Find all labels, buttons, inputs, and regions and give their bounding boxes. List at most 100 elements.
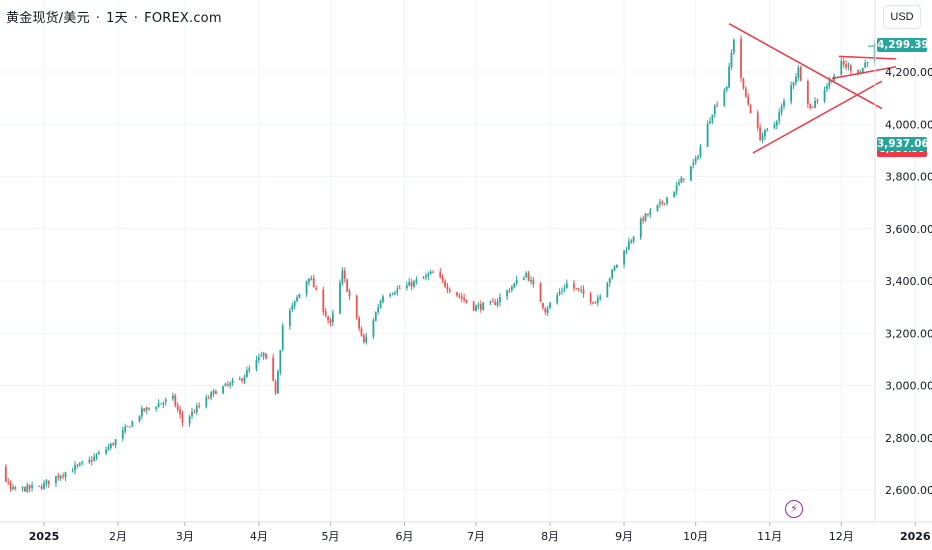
price-axis[interactable]: 2,600.00 2,800.00 3,000.00 3,200.00 3,400.00…	[885, 66, 932, 497]
candle-body	[542, 302, 544, 308]
candle-body	[212, 390, 215, 394]
candle-body	[730, 53, 733, 68]
candle-body	[339, 282, 341, 314]
candle-body	[780, 106, 783, 113]
candle-body	[121, 430, 124, 439]
candle-body	[162, 402, 165, 405]
trendline[interactable]	[838, 55, 897, 60]
time-tick-label: 4月	[250, 530, 268, 543]
candle-body	[649, 210, 652, 215]
candle-body	[845, 64, 847, 68]
candle-body	[697, 156, 699, 159]
candle-body	[360, 328, 363, 336]
candle-body	[458, 295, 461, 297]
time-tick-label: 3月	[176, 530, 194, 543]
price-tick-label: 4,200.00	[885, 66, 932, 79]
title-separator: ·	[95, 11, 101, 26]
candle-body	[45, 480, 48, 484]
candle-body	[21, 486, 24, 489]
candle-body	[463, 297, 466, 301]
candle-body	[207, 397, 210, 399]
candle-body	[795, 76, 797, 83]
candle-body	[749, 105, 752, 114]
candle-body	[522, 277, 525, 280]
candle-body	[372, 320, 375, 337]
candle-body	[723, 90, 726, 107]
candle-body	[191, 411, 193, 416]
candle-body	[160, 403, 162, 405]
symbol-name[interactable]: 黄金现货/美元	[6, 11, 90, 26]
candle-body	[382, 296, 384, 302]
source-label: FOREX.com	[144, 11, 222, 26]
candle-body	[272, 357, 275, 381]
candle-body	[692, 162, 695, 166]
candle-body	[580, 289, 582, 291]
candle-body	[546, 308, 549, 313]
candle-body	[377, 307, 380, 312]
trendline[interactable]	[752, 80, 883, 154]
candle-body	[181, 414, 184, 423]
currency-button[interactable]: USD	[883, 5, 921, 29]
candle-body	[840, 61, 843, 75]
candle-body	[489, 301, 492, 303]
candle-body	[348, 291, 351, 297]
time-tick-label: 5月	[321, 530, 339, 543]
candle-body	[315, 288, 318, 290]
candle-body	[472, 301, 475, 311]
candle-body	[613, 266, 616, 271]
candle-body	[429, 272, 432, 274]
price-tick-label: 2,600.00	[885, 484, 932, 497]
candle-body	[257, 357, 260, 361]
trendline[interactable]	[728, 23, 883, 110]
candle-body	[690, 166, 692, 181]
candle-body	[565, 283, 568, 288]
lightning-icon[interactable]: ⚡	[785, 500, 803, 518]
candle-body	[539, 283, 542, 303]
candle-body	[355, 295, 358, 318]
candle-body	[806, 81, 809, 104]
candle-body	[766, 128, 769, 130]
trendline[interactable]	[831, 66, 897, 80]
candle-body	[238, 378, 241, 380]
candle-body	[195, 405, 198, 413]
candle-body	[214, 391, 217, 395]
candle-body	[198, 405, 201, 407]
candle-body	[243, 376, 246, 382]
candle-body	[224, 383, 227, 386]
candle-body	[248, 368, 251, 371]
candle-body	[857, 70, 859, 74]
price-tick-label: 4,000.00	[885, 118, 932, 131]
candle-body	[265, 353, 267, 359]
candle-body	[427, 274, 430, 277]
chart-grid	[0, 0, 916, 522]
candle-body	[164, 399, 167, 403]
candle-body	[823, 89, 826, 102]
candle-body	[544, 308, 547, 313]
candle-body	[513, 283, 516, 288]
candle-body	[38, 485, 41, 487]
candle-body	[205, 397, 208, 407]
candle-body	[57, 475, 60, 478]
candle-body	[174, 395, 177, 406]
candle-body	[575, 288, 578, 290]
candle-body	[76, 464, 79, 466]
candle-body	[95, 455, 98, 458]
candle-body	[675, 185, 678, 192]
interval-label[interactable]: 1天	[106, 11, 128, 26]
candle-body	[129, 426, 131, 428]
candle-body	[179, 409, 181, 415]
candle-body	[422, 277, 425, 279]
candle-body	[849, 65, 852, 71]
candle-body	[658, 202, 661, 205]
time-axis[interactable]: 2025 2月 3月 4月 5月 6月 7月 8月 9月 10月 11月 12月 2026	[29, 522, 931, 543]
candle-body	[291, 305, 294, 310]
candle-body	[324, 311, 327, 317]
candle-body	[327, 316, 329, 321]
candle-body	[341, 270, 344, 284]
candle-body	[12, 486, 14, 490]
candle-body	[157, 403, 160, 408]
candle-body	[114, 439, 117, 446]
candle-body	[828, 80, 831, 87]
price-tick-label: 3,800.00	[885, 171, 932, 184]
